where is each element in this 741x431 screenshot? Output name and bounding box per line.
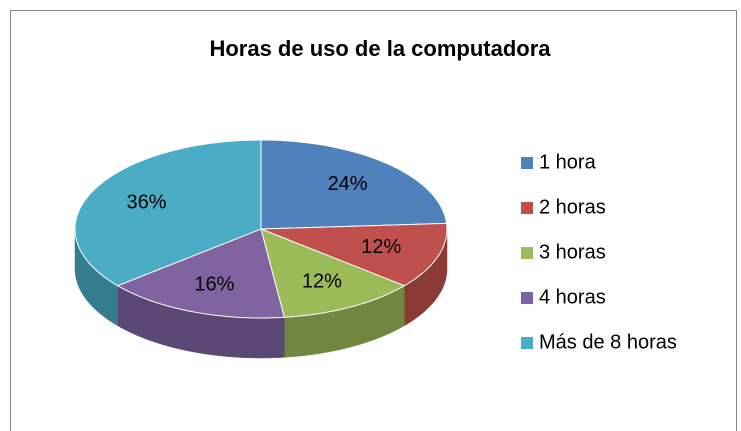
data-label: 12% bbox=[302, 270, 342, 292]
pie-slice bbox=[74, 139, 262, 287]
data-label: 16% bbox=[194, 274, 234, 296]
pie-slice bbox=[260, 139, 448, 230]
pie-slice bbox=[260, 222, 448, 287]
legend-label: 4 horas bbox=[539, 286, 606, 308]
legend-swatch bbox=[521, 202, 533, 214]
legend-swatch bbox=[521, 337, 533, 349]
data-label: 36% bbox=[127, 192, 167, 214]
data-label: 24% bbox=[328, 173, 368, 195]
data-label: 12% bbox=[361, 236, 401, 258]
legend-label: 1 hora bbox=[539, 151, 597, 173]
legend-swatch bbox=[521, 157, 533, 169]
legend-swatch bbox=[521, 247, 533, 259]
legend-swatch bbox=[521, 292, 533, 304]
pie-slice bbox=[260, 228, 406, 318]
pie-slice bbox=[116, 228, 285, 319]
legend-label: 3 horas bbox=[539, 241, 606, 263]
chart-title: Horas de uso de la computadora bbox=[209, 36, 551, 61]
legend-label: 2 horas bbox=[539, 196, 606, 218]
legend-label: Más de 8 horas bbox=[539, 331, 677, 353]
